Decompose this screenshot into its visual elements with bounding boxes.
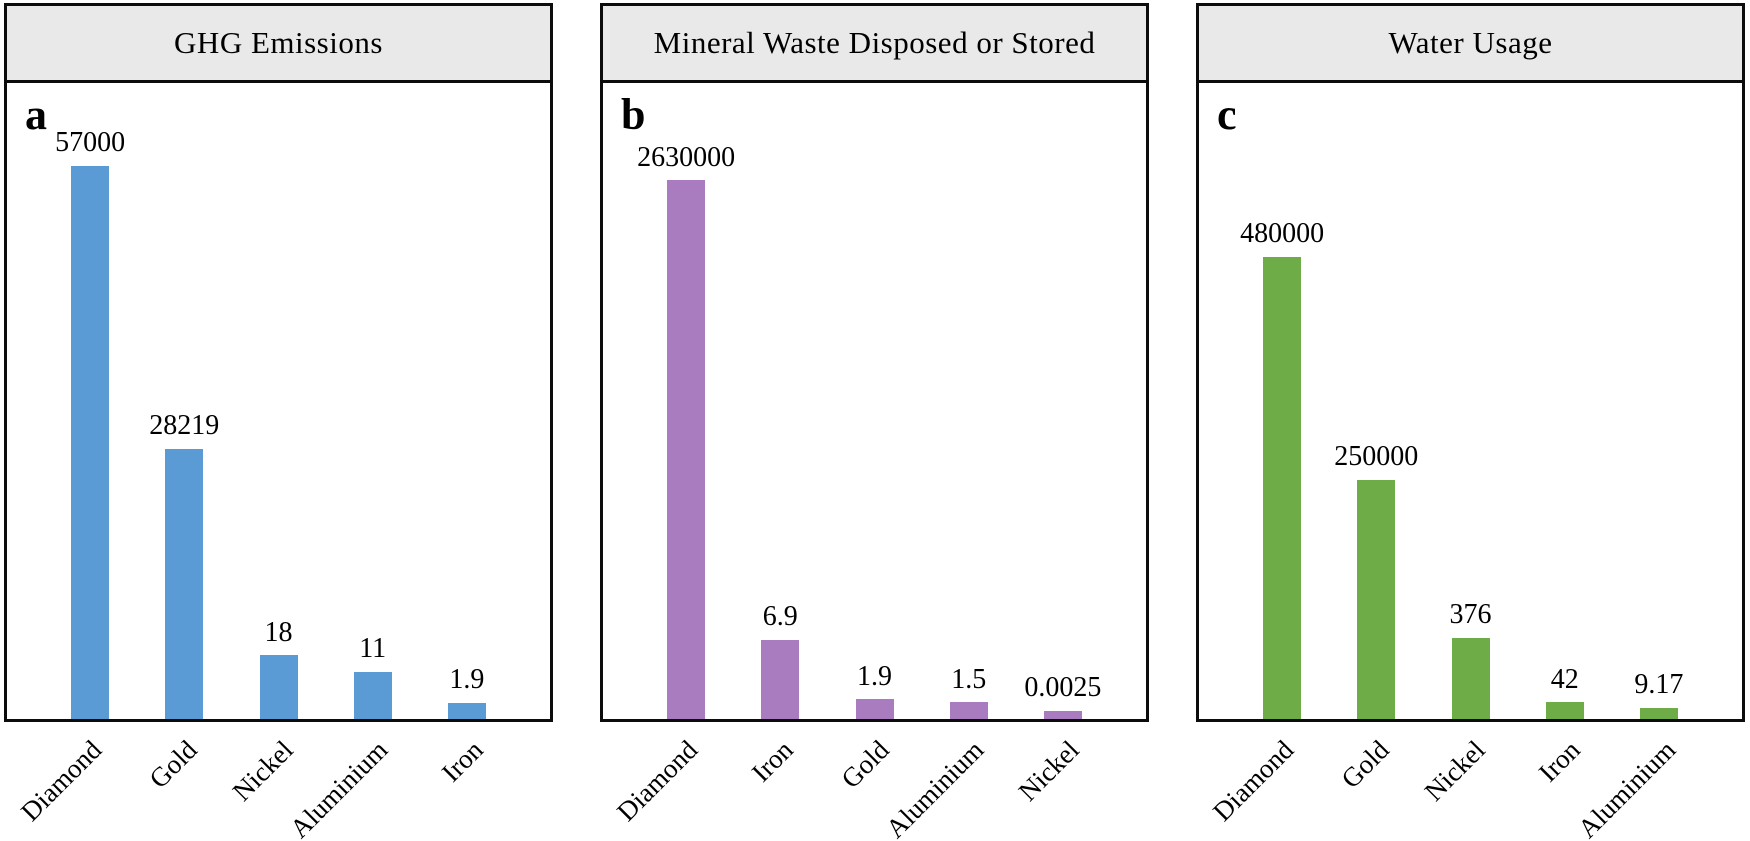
panel-c-frame: Water Usage c 480000 250000 376 42 9.17	[1196, 3, 1745, 722]
bar-gold	[855, 699, 894, 719]
category-label-gold: Gold	[143, 734, 203, 794]
category-label-gold: Gold	[1335, 734, 1395, 794]
panel-c-title: Water Usage	[1199, 6, 1742, 83]
bar-slot-iron: 42	[1518, 83, 1612, 719]
bar-slot-aluminium: 9.17	[1612, 83, 1706, 719]
bar-value-label-diamond: 480000	[1240, 218, 1325, 250]
bar-slot-gold: 250000	[1329, 83, 1423, 719]
panel-a-category-labels: Diamond Gold Nickel Aluminium Iron	[4, 722, 553, 841]
bar-value-label-diamond: 57000	[55, 126, 126, 158]
category-label-slot-iron: Iron	[731, 722, 826, 841]
bar-slot-diamond: 2630000	[637, 83, 736, 719]
category-label-iron: Iron	[745, 734, 799, 788]
category-label-slot-nickel: Nickel	[1013, 722, 1113, 841]
bar-value-label-gold: 28219	[149, 409, 220, 441]
panel-c-letter: c	[1217, 90, 1237, 139]
bar-iron	[1545, 702, 1584, 719]
bar-slot-nickel: 0.0025	[1016, 83, 1110, 719]
category-label-slot-aluminium: Aluminium	[284, 722, 421, 841]
bar-diamond	[667, 180, 706, 719]
category-label-iron: Iron	[1532, 734, 1586, 788]
bar-slot-nickel: 18	[231, 83, 325, 719]
category-label-slot-diamond: Diamond	[611, 722, 731, 841]
bar-value-label-iron: 6.9	[762, 601, 798, 633]
bar-slot-gold: 1.9	[827, 83, 921, 719]
bar-nickel	[1451, 638, 1490, 719]
bar-slot-iron: 1.9	[420, 83, 514, 719]
panel-b-frame: Mineral Waste Disposed or Stored b 26300…	[600, 3, 1149, 722]
bar-slot-iron: 6.9	[733, 83, 827, 719]
bar-slot-aluminium: 1.5	[922, 83, 1016, 719]
bar-value-label-nickel: 0.0025	[1024, 671, 1102, 703]
bar-gold	[165, 448, 204, 719]
bar-value-label-iron: 1.9	[449, 664, 485, 696]
category-label-diamond: Diamond	[15, 734, 108, 827]
panel-b-title: Mineral Waste Disposed or Stored	[603, 6, 1146, 83]
bar-value-label-diamond: 2630000	[637, 141, 736, 173]
bar-aluminium	[353, 671, 392, 719]
panel-b-plot-area: b 2630000 6.9 1.9 1.5 0.0025	[603, 83, 1146, 719]
category-label-slot-iron: Iron	[422, 722, 517, 841]
bar-iron	[447, 703, 486, 719]
panel-a-ghg-emissions: GHG Emissions a 57000 28219 18 11 1.9 Diamon…	[4, 3, 553, 841]
category-label-nickel: Nickel	[1418, 734, 1491, 807]
category-label-slot-diamond: Diamond	[1207, 722, 1327, 841]
bar-gold	[1357, 479, 1396, 719]
bar-value-label-aluminium: 11	[359, 633, 387, 665]
panel-b-mineral-waste: Mineral Waste Disposed or Stored b 26300…	[600, 3, 1149, 841]
bar-aluminium	[1639, 707, 1678, 719]
category-label-nickel: Nickel	[226, 734, 299, 807]
panel-a-bars: 57000 28219 18 11 1.9	[7, 83, 550, 719]
panel-a-title: GHG Emissions	[7, 6, 550, 83]
category-label-slot-nickel: Nickel	[1418, 722, 1518, 841]
bar-slot-diamond: 57000	[43, 83, 137, 719]
category-label-diamond: Diamond	[1207, 734, 1300, 827]
bar-aluminium	[949, 702, 988, 719]
panel-b-letter: b	[621, 90, 646, 139]
panel-c-category-labels: Diamond Gold Nickel Iron Aluminium	[1196, 722, 1745, 841]
bar-diamond	[1263, 257, 1302, 719]
bar-nickel	[1043, 710, 1082, 719]
category-label-slot-gold: Gold	[1327, 722, 1422, 841]
bar-value-label-gold: 1.9	[857, 660, 892, 692]
category-label-slot-aluminium: Aluminium	[880, 722, 1017, 841]
category-label-slot-aluminium: Aluminium	[1572, 722, 1709, 841]
panel-b-bars: 2630000 6.9 1.9 1.5 0.0025	[603, 83, 1146, 719]
panel-c-water-usage: Water Usage c 480000 250000 376 42 9.17 Diam…	[1196, 3, 1745, 841]
bar-value-label-iron: 42	[1550, 663, 1579, 695]
bar-value-label-aluminium: 1.5	[951, 663, 987, 695]
category-label-diamond: Diamond	[611, 734, 704, 827]
bar-iron	[761, 640, 800, 719]
bar-nickel	[259, 655, 298, 719]
category-label-iron: Iron	[436, 734, 490, 788]
bar-slot-diamond: 480000	[1235, 83, 1329, 719]
bar-slot-gold: 28219	[137, 83, 231, 719]
bar-slot-aluminium: 11	[326, 83, 420, 719]
bar-diamond	[71, 165, 110, 719]
panel-c-bars: 480000 250000 376 42 9.17	[1199, 83, 1742, 719]
bar-slot-nickel: 376	[1423, 83, 1517, 719]
panel-a-plot-area: a 57000 28219 18 11 1.9	[7, 83, 550, 719]
category-label-slot-gold: Gold	[135, 722, 230, 841]
bar-value-label-gold: 250000	[1334, 441, 1419, 473]
bar-value-label-nickel: 18	[264, 616, 293, 648]
panel-a-letter: a	[25, 90, 47, 139]
category-label-gold: Gold	[834, 734, 895, 794]
bar-value-label-nickel: 376	[1449, 599, 1492, 631]
category-label-slot-diamond: Diamond	[15, 722, 135, 841]
panel-c-plot-area: c 480000 250000 376 42 9.17	[1199, 83, 1742, 719]
panel-b-category-labels: Diamond Iron Gold Aluminium Nickel	[600, 722, 1149, 841]
bar-value-label-aluminium: 9.17	[1634, 668, 1684, 700]
panel-a-frame: GHG Emissions a 57000 28219 18 11 1.9	[4, 3, 553, 722]
category-label-nickel: Nickel	[1013, 734, 1086, 807]
